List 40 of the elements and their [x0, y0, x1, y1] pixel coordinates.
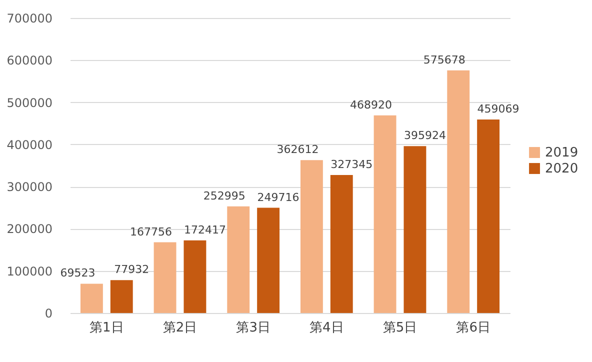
- y-tick-label: 700000: [6, 12, 52, 26]
- data-label: 468920: [350, 98, 392, 112]
- data-label: 167756: [130, 225, 172, 238]
- legend-label: 2020: [545, 162, 578, 176]
- data-label: 395924: [404, 129, 446, 142]
- data-label: 252995: [203, 189, 246, 202]
- data-label: 575678: [423, 53, 466, 66]
- y-tick-label: 300000: [6, 180, 52, 194]
- x-tick-label: 第5日: [382, 320, 418, 336]
- data-label: 69523: [60, 266, 96, 280]
- data-label: 172417: [184, 223, 226, 236]
- bar: [257, 208, 280, 313]
- bar: [404, 146, 426, 313]
- bar: [374, 115, 396, 313]
- x-tick-label: 第2日: [162, 320, 198, 336]
- bar: [80, 284, 103, 313]
- x-tick-label: 第3日: [236, 320, 270, 336]
- bar: [154, 242, 176, 313]
- bar: [227, 206, 250, 313]
- y-tick-label: 0: [44, 306, 52, 320]
- y-tick-label: 200000: [6, 222, 52, 236]
- bar: [300, 160, 323, 313]
- y-tick-label: 500000: [6, 96, 52, 110]
- data-label: 77932: [114, 263, 150, 276]
- data-label: 459069: [477, 102, 520, 116]
- x-tick-label: 第1日: [90, 320, 124, 336]
- bar: [477, 120, 500, 313]
- x-tick-label: 第6日: [456, 320, 490, 336]
- y-tick-label: 400000: [6, 138, 52, 152]
- y-tick-label: 600000: [6, 54, 52, 68]
- legend-label: 2019: [545, 146, 578, 160]
- data-label: 362612: [276, 143, 319, 156]
- bar: [184, 240, 206, 313]
- data-label: 249716: [257, 190, 300, 204]
- bar: [447, 70, 470, 313]
- data-label: 327345: [330, 158, 373, 172]
- bar: [330, 175, 353, 313]
- x-tick-label: 第4日: [310, 320, 344, 336]
- y-tick-label: 100000: [6, 264, 52, 278]
- bar: [110, 280, 133, 313]
